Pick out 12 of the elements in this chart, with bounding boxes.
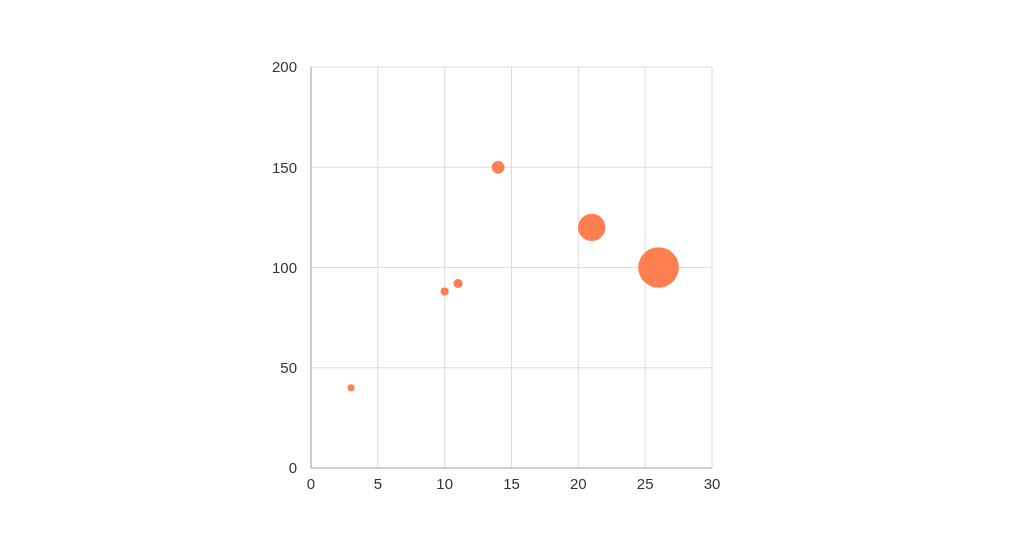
x-tick-label: 5 [373, 474, 383, 492]
y-tick-label: 150 [271, 158, 297, 176]
y-tick-label: 50 [280, 359, 297, 377]
x-tick-label: 25 [636, 474, 654, 492]
y-tick-label: 100 [271, 258, 297, 276]
x-tick-label: 20 [569, 474, 587, 492]
x-tick-label: 0 [306, 474, 316, 492]
y-tick-label: 0 [288, 459, 297, 477]
x-tick-label: 15 [503, 474, 520, 492]
x-tick-label: 10 [436, 474, 454, 492]
x-tick-label: 30 [703, 474, 721, 492]
y-tick-label: 200 [271, 58, 297, 76]
